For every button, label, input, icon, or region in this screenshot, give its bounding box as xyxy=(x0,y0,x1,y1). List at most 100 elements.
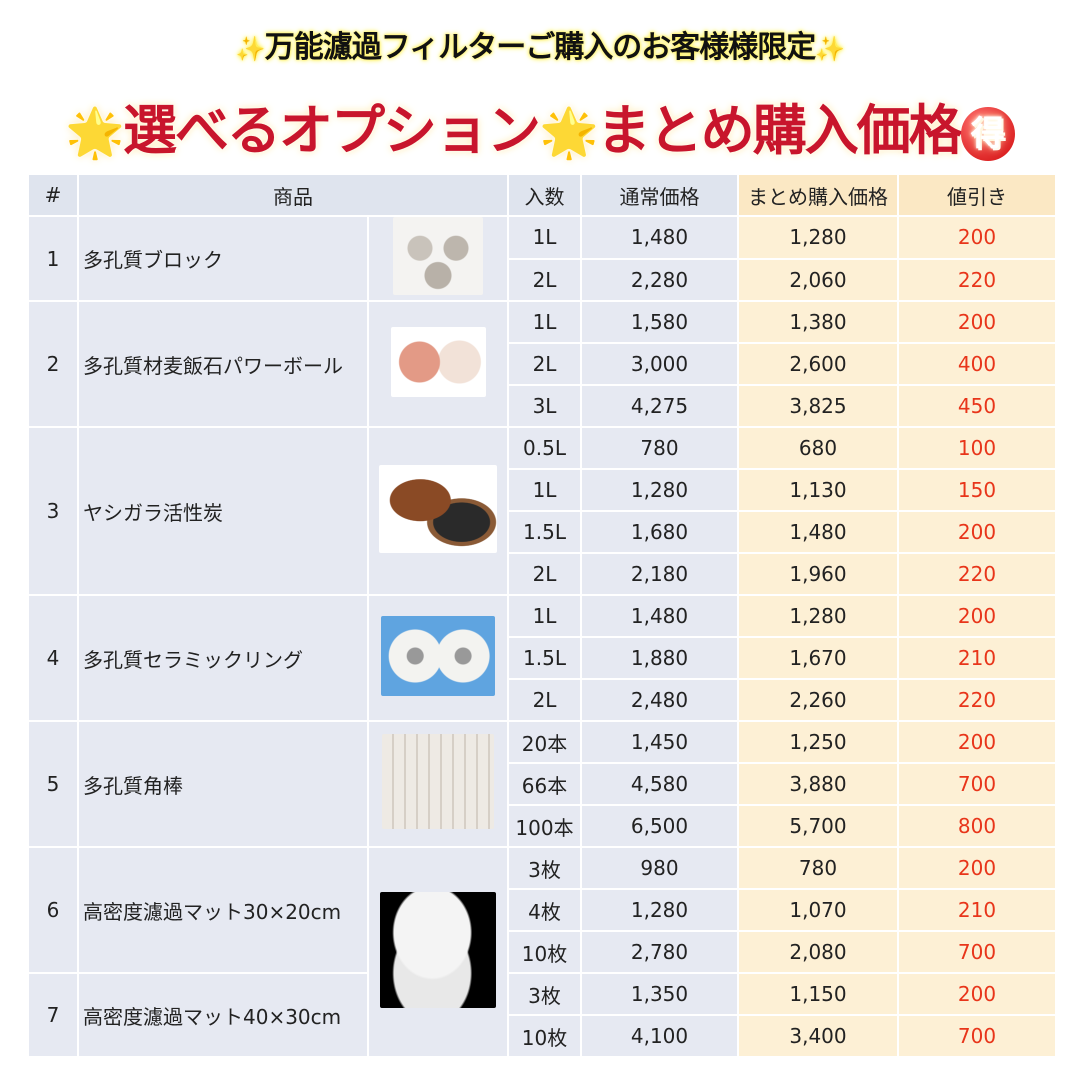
title-part2: まとめ購入価格 xyxy=(596,99,963,162)
table-row: 7 高密度濾過マット40×30cm 3枚 1,350 1,150 200 xyxy=(29,974,1055,1056)
discount-cell: 400 xyxy=(899,344,1055,384)
table-row: 2 多孔質材麦飯石パワーボール 1L 1,580 1,380 200 xyxy=(29,302,1055,426)
discount-cell: 200 xyxy=(899,302,1055,342)
bulk-price-cell: 1,130 xyxy=(739,470,897,510)
regular-price-cell: 2,180 xyxy=(582,554,737,594)
title-part1: 選べるオプション xyxy=(123,99,541,162)
bulk-price-cell: 2,060 xyxy=(739,259,897,300)
quantity-cell: 2L xyxy=(509,680,580,720)
regular-price-cell: 1,480 xyxy=(582,217,737,258)
product-number: 5 xyxy=(29,722,77,846)
product-image-cell xyxy=(369,302,507,426)
table-row: 1.5L 1,680 1,480 200 xyxy=(29,512,1055,552)
regular-price-cell: 1,680 xyxy=(582,512,737,552)
star-icon: 🌟 xyxy=(539,105,599,161)
bulk-price-cell: 2,600 xyxy=(739,344,897,384)
regular-price-cell: 4,580 xyxy=(582,764,737,804)
table-header-row: # 商品 入数 通常価格 まとめ購入価格 値引き xyxy=(29,175,1055,215)
regular-price-cell: 4,100 xyxy=(582,1016,737,1056)
square-rod-image xyxy=(382,734,494,829)
quantity-cell: 2L xyxy=(509,554,580,594)
quantity-cell: 4枚 xyxy=(509,890,580,930)
discount-cell: 210 xyxy=(899,638,1055,678)
quantity-cell: 1L xyxy=(509,596,580,636)
bulk-price-cell: 1,480 xyxy=(739,512,897,552)
regular-price-cell: 4,275 xyxy=(582,386,737,426)
quantity-cell: 1L xyxy=(509,302,580,342)
table-row: 10枚 4,100 3,400 700 xyxy=(29,1016,1055,1056)
toku-badge-icon: 得 xyxy=(960,107,1015,162)
col-header-regular-price: 通常価格 xyxy=(582,175,737,215)
product-image-cell xyxy=(369,722,507,846)
product-image-cell xyxy=(369,428,507,594)
col-header-number: # xyxy=(29,175,77,215)
table-row: 2L 2,180 1,960 220 xyxy=(29,554,1055,594)
bulk-price-cell: 5,700 xyxy=(739,806,897,846)
table-row: 66本 4,580 3,880 700 xyxy=(29,764,1055,804)
product-image-cell xyxy=(369,596,507,720)
quantity-cell: 1L xyxy=(509,217,580,258)
col-header-discount: 値引き xyxy=(899,175,1055,215)
power-ball-image xyxy=(390,326,486,397)
regular-price-cell: 1,350 xyxy=(582,974,737,1014)
discount-cell: 700 xyxy=(899,1016,1055,1056)
bulk-price-cell: 1,250 xyxy=(739,722,897,762)
table-row: 1L 1,280 1,130 150 xyxy=(29,470,1055,510)
bulk-price-cell: 2,080 xyxy=(739,932,897,972)
discount-cell: 200 xyxy=(899,848,1055,888)
product-number: 1 xyxy=(29,217,77,300)
regular-price-cell: 1,450 xyxy=(582,722,737,762)
discount-cell: 200 xyxy=(899,722,1055,762)
porous-block-image xyxy=(393,217,483,295)
regular-price-cell: 2,780 xyxy=(582,932,737,972)
quantity-cell: 66本 xyxy=(509,764,580,804)
filter-mat-image xyxy=(380,891,496,1008)
table-row: 2L 3,000 2,600 400 xyxy=(29,344,1055,384)
coconut-carbon-image xyxy=(379,464,497,553)
product-name: 多孔質セラミックリング xyxy=(79,596,367,720)
quantity-cell: 1.5L xyxy=(509,638,580,678)
discount-cell: 200 xyxy=(899,974,1055,1014)
regular-price-cell: 980 xyxy=(582,848,737,888)
regular-price-cell: 1,880 xyxy=(582,638,737,678)
discount-cell: 700 xyxy=(899,932,1055,972)
product-name: 多孔質角棒 xyxy=(79,722,367,846)
discount-cell: 800 xyxy=(899,806,1055,846)
regular-price-cell: 2,480 xyxy=(582,680,737,720)
quantity-cell: 1.5L xyxy=(509,512,580,552)
quantity-cell: 10枚 xyxy=(509,932,580,972)
promo-subtitle: ✨万能濾過フィルターご購入のお客様様限定✨ xyxy=(0,22,1080,66)
table-row: 10枚 2,780 2,080 700 xyxy=(29,932,1055,972)
bulk-price-cell: 3,825 xyxy=(739,386,897,426)
discount-cell: 100 xyxy=(899,428,1055,468)
quantity-cell: 2L xyxy=(509,344,580,384)
quantity-cell: 10枚 xyxy=(509,1016,580,1056)
product-name: 高密度濾過マット30×20cm xyxy=(79,848,367,972)
discount-cell: 450 xyxy=(899,386,1055,426)
bulk-price-cell: 680 xyxy=(739,428,897,468)
ceramic-ring-image xyxy=(381,615,495,696)
quantity-cell: 2L xyxy=(509,259,580,300)
regular-price-cell: 780 xyxy=(582,428,737,468)
product-number: 3 xyxy=(29,428,77,594)
table-row: 2L 2,480 2,260 220 xyxy=(29,680,1055,720)
discount-cell: 700 xyxy=(899,764,1055,804)
product-image-cell xyxy=(369,848,507,1056)
subtitle-text: 万能濾過フィルターご購入のお客様様限定 xyxy=(264,30,816,65)
quantity-cell: 0.5L xyxy=(509,428,580,468)
bulk-price-cell: 3,880 xyxy=(739,764,897,804)
discount-cell: 220 xyxy=(899,554,1055,594)
regular-price-cell: 6,500 xyxy=(582,806,737,846)
product-number: 6 xyxy=(29,848,77,972)
table-row: 4 多孔質セラミックリング 1L 1,480 1,280 200 xyxy=(29,596,1055,720)
regular-price-cell: 1,580 xyxy=(582,302,737,342)
bulk-price-cell: 1,960 xyxy=(739,554,897,594)
bulk-price-cell: 1,380 xyxy=(739,302,897,342)
product-name: 多孔質ブロック xyxy=(79,217,367,300)
bulk-price-cell: 3,400 xyxy=(739,1016,897,1056)
col-header-quantity: 入数 xyxy=(509,175,580,215)
table-row: 100本 6,500 5,700 800 xyxy=(29,806,1055,846)
discount-cell: 210 xyxy=(899,890,1055,930)
quantity-cell: 1L xyxy=(509,470,580,510)
discount-cell: 200 xyxy=(899,217,1055,258)
